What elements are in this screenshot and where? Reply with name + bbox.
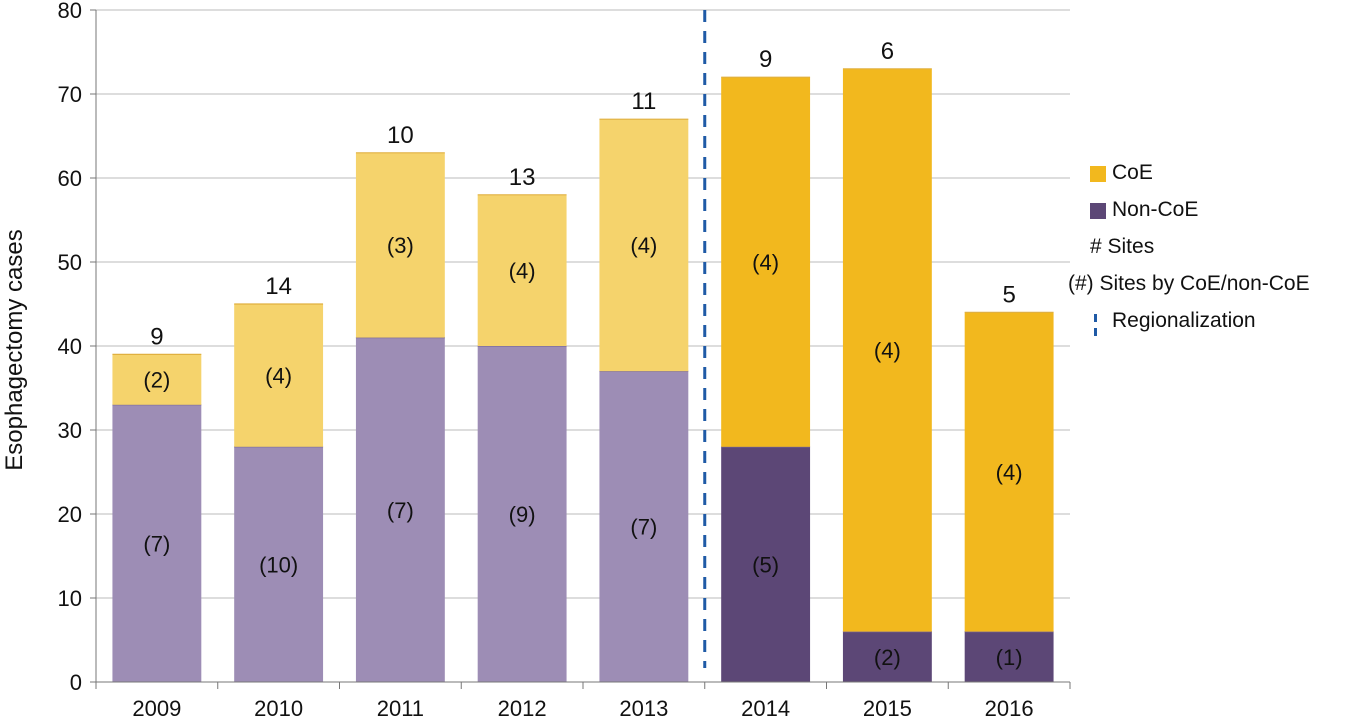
y-tick-label: 30 bbox=[58, 418, 82, 443]
segment-label: (9) bbox=[509, 502, 536, 527]
segment-label: (4) bbox=[752, 250, 779, 275]
total-sites-label: 14 bbox=[265, 273, 292, 300]
y-tick-label: 60 bbox=[58, 166, 82, 191]
bar-coe-2012 bbox=[477, 194, 567, 346]
segment-label: (4) bbox=[874, 338, 901, 363]
bar-coe-2010 bbox=[234, 304, 324, 447]
bar-non-coe-2015 bbox=[842, 631, 932, 682]
segment-label: (4) bbox=[509, 258, 536, 283]
bar-coe-2013 bbox=[599, 119, 689, 372]
bar-coe-2011 bbox=[355, 152, 445, 338]
legend-label-sites-by: (#) Sites by CoE/non-CoE bbox=[1068, 272, 1310, 295]
x-tick-label: 2013 bbox=[619, 696, 668, 721]
segment-label: (7) bbox=[630, 515, 657, 540]
bar-coe-2009 bbox=[112, 354, 202, 405]
bar-non-coe-2012 bbox=[477, 346, 567, 682]
total-sites-label: 5 bbox=[1002, 281, 1015, 308]
y-tick-label: 50 bbox=[58, 250, 82, 275]
total-sites-label: 11 bbox=[631, 88, 656, 115]
bar-non-coe-2014 bbox=[721, 446, 811, 682]
legend-label-non-coe: Non-CoE bbox=[1112, 198, 1199, 221]
bar-coe-2016 bbox=[964, 312, 1054, 632]
segment-label: (10) bbox=[259, 552, 298, 577]
bar-non-coe-2010 bbox=[234, 446, 324, 682]
y-axis-title: Esophagectomy cases bbox=[1, 229, 28, 470]
bar-non-coe-2016 bbox=[964, 631, 1054, 682]
segment-label: (4) bbox=[630, 233, 657, 258]
total-sites-label: 6 bbox=[881, 38, 894, 65]
y-tick-label: 70 bbox=[58, 82, 82, 107]
segment-label: (4) bbox=[265, 363, 292, 388]
segment-label: (7) bbox=[143, 531, 170, 556]
y-tick-label: 20 bbox=[58, 502, 82, 527]
segment-label: (7) bbox=[387, 498, 414, 523]
segment-label: (3) bbox=[387, 233, 414, 258]
x-tick-label: 2012 bbox=[498, 696, 547, 721]
total-sites-label: 13 bbox=[509, 164, 536, 191]
bar-non-coe-2009 bbox=[112, 404, 202, 682]
total-sites-label: 9 bbox=[150, 323, 163, 350]
x-tick-label: 2011 bbox=[377, 696, 424, 721]
legend-label-sites: # Sites bbox=[1090, 235, 1155, 258]
x-tick-label: 2010 bbox=[254, 696, 303, 721]
regionalization-dash-icon bbox=[1094, 314, 1097, 338]
bar-non-coe-2013 bbox=[599, 371, 689, 682]
x-tick-label: 2016 bbox=[985, 696, 1034, 721]
y-tick-label: 0 bbox=[70, 670, 82, 695]
y-tick-label: 10 bbox=[58, 586, 82, 611]
y-tick-label: 80 bbox=[58, 0, 82, 23]
segment-label: (4) bbox=[996, 460, 1023, 485]
x-tick-label: 2009 bbox=[132, 696, 181, 721]
bar-non-coe-2011 bbox=[355, 337, 445, 682]
x-tick-label: 2015 bbox=[863, 696, 912, 721]
segment-label: (2) bbox=[143, 368, 170, 393]
segment-label: (1) bbox=[996, 645, 1023, 670]
y-tick-label: 40 bbox=[58, 334, 82, 359]
x-tick-label: 2014 bbox=[741, 696, 790, 721]
total-sites-label: 10 bbox=[387, 122, 414, 149]
coe-swatch bbox=[1090, 166, 1106, 182]
bar-coe-2014 bbox=[721, 77, 811, 447]
total-sites-label: 9 bbox=[759, 46, 772, 73]
segment-label: (5) bbox=[752, 552, 779, 577]
segment-label: (2) bbox=[874, 645, 901, 670]
bar-coe-2015 bbox=[842, 68, 932, 632]
non-coe-swatch bbox=[1090, 203, 1106, 219]
legend-label-regionalization: Regionalization bbox=[1112, 309, 1256, 332]
legend-label-coe: CoE bbox=[1112, 161, 1153, 184]
